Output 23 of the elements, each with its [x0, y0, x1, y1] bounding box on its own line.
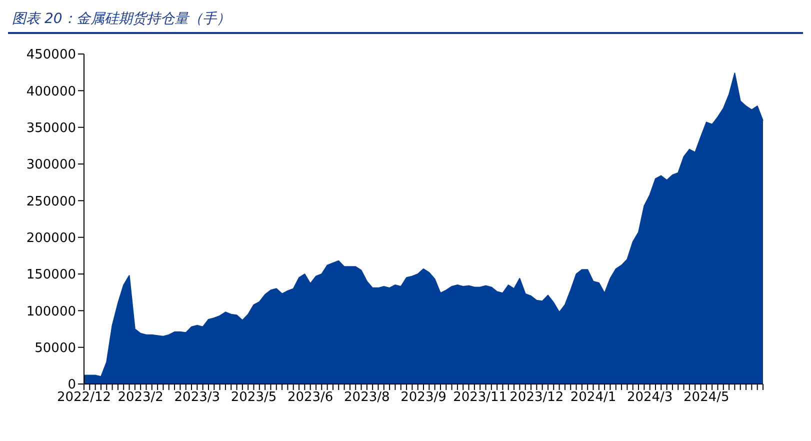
y-tick-label: 50000: [34, 340, 76, 356]
x-tick-label: 2023/6: [287, 390, 334, 406]
y-tick-label: 300000: [26, 158, 76, 173]
x-tick-label: 2023/11: [453, 390, 508, 406]
x-tick-label: 2024/3: [626, 390, 673, 406]
x-tick-label: 2023/2: [118, 390, 164, 406]
y-tick-label: 400000: [26, 84, 76, 100]
x-tick-label: 2023/9: [400, 390, 446, 406]
x-tick-label: 2023/3: [174, 390, 220, 406]
y-tick-label: 150000: [26, 268, 76, 283]
y-tick-label: 450000: [26, 48, 76, 63]
x-tick-label: 2023/5: [230, 390, 277, 406]
y-tick-label: 0: [68, 378, 76, 393]
y-tick-label: 100000: [26, 304, 76, 320]
x-tick-label: 2024/1: [570, 390, 616, 406]
x-tick-label: 2023/8: [344, 390, 390, 406]
x-tick-label: 2023/12: [510, 390, 564, 406]
x-tick-label: 2022/12: [56, 390, 112, 406]
y-tick-label: 250000: [26, 194, 76, 210]
chart-title: 图表 20：金属硅期货持仓量（手）: [8, 8, 803, 34]
y-tick-label: 200000: [26, 230, 76, 246]
y-tick-label: 350000: [26, 120, 76, 136]
x-tick-label: 2024/5: [684, 390, 730, 406]
